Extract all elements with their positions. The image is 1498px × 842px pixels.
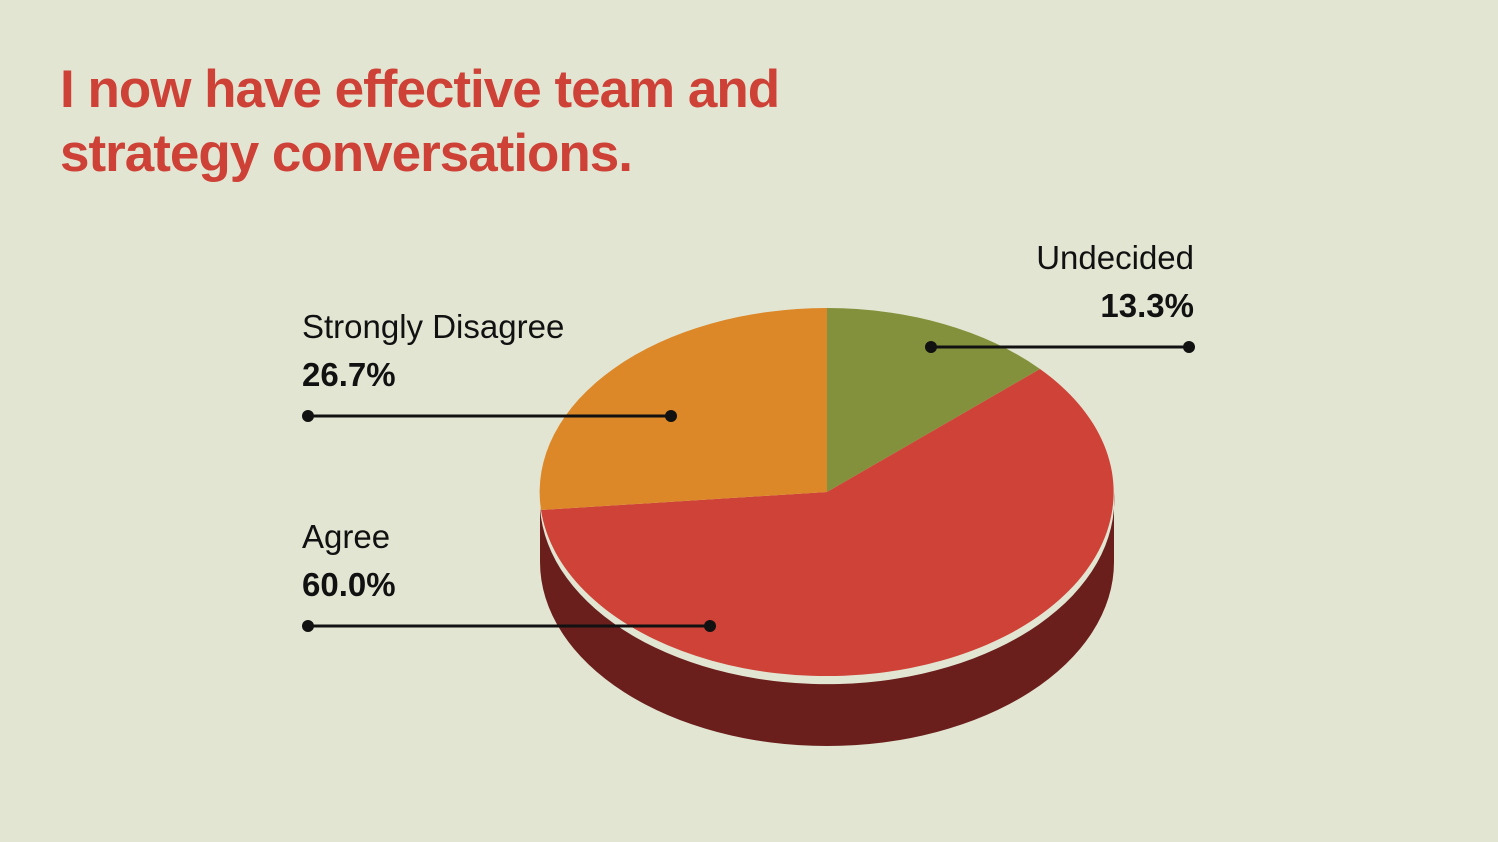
leader-line-strongly-disagree [302,410,677,422]
label-name: Undecided [1036,239,1194,276]
label-percent: 26.7% [302,356,396,393]
label-undecided: Undecided 13.3% [940,238,1194,326]
label-name: Strongly Disagree [302,308,565,345]
pie-slice-undecided[interactable] [827,308,1040,492]
label-agree: Agree 60.0% [302,517,396,605]
chart-title: I now have effective team and strategy c… [60,60,780,183]
leader-line-agree [302,620,716,632]
label-percent: 60.0% [302,566,396,603]
pie-side-agree [540,492,1115,746]
pie-slice-agree[interactable] [541,369,1114,677]
leader-line-undecided [925,341,1195,353]
label-strongly-disagree: Strongly Disagree 26.7% [302,307,564,395]
pie-slice-strongly-disagree[interactable] [539,307,827,510]
label-percent: 13.3% [1100,287,1194,324]
label-name: Agree [302,518,391,555]
